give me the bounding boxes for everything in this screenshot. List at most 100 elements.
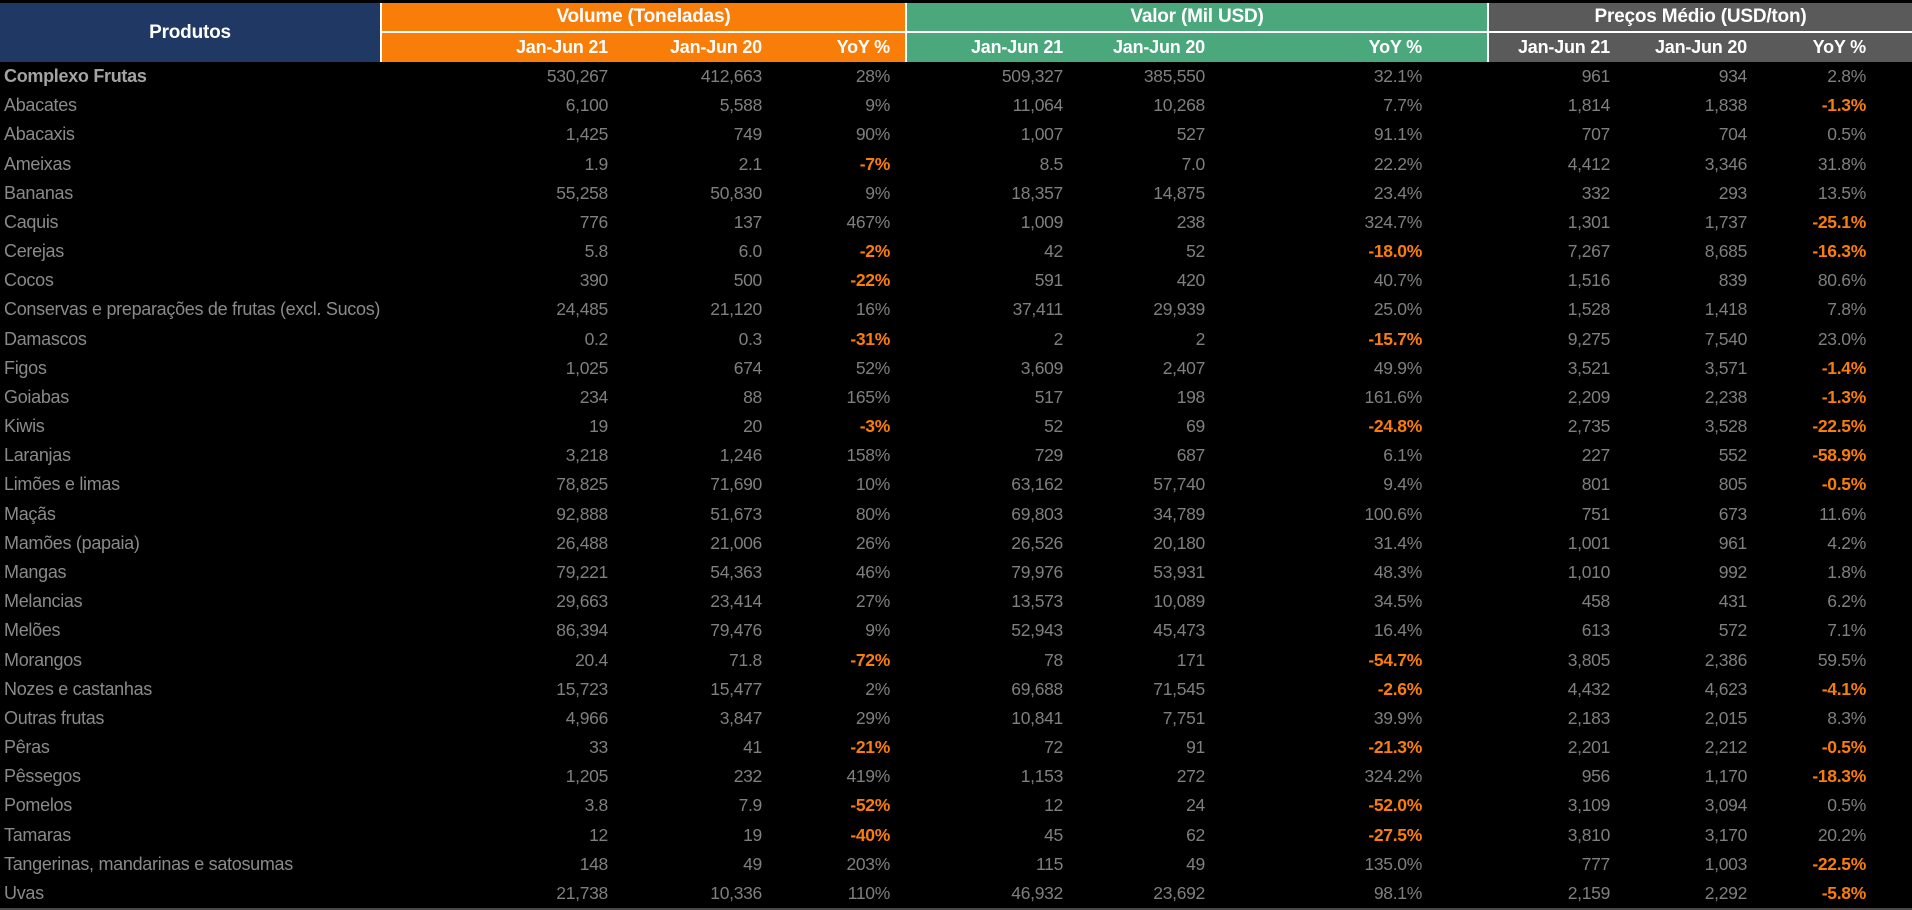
- value-cell: 1,838: [1704, 95, 1748, 116]
- table-row: Melancias 29,663 23,414 27% 13,573 10,089 34.5…: [0, 587, 1912, 616]
- value-cell: 2,212: [1704, 737, 1748, 758]
- precos-subheaders: Jan-Jun 21 Jan-Jun 20 YoY %: [1489, 33, 1912, 62]
- value-cell: 2: [1195, 328, 1206, 349]
- value-cell: 776: [579, 211, 609, 232]
- value-cell: 749: [733, 124, 763, 145]
- table-row: Figos 1,025 674 52% 3,609 2,407 49.9% 3,521 3,57…: [0, 354, 1912, 383]
- value-cell: 98.1%: [1373, 882, 1422, 903]
- value-cell: 4,412: [1567, 153, 1611, 174]
- value-cell: 15,477: [710, 678, 762, 699]
- value-cell: 1,418: [1704, 299, 1748, 320]
- value-cell: 992: [1718, 562, 1748, 582]
- product-cell: Kiwis: [4, 416, 45, 437]
- value-cell: 16.4%: [1373, 620, 1422, 641]
- value-cell: -15.7%: [1368, 328, 1422, 349]
- value-cell: 1,001: [1567, 532, 1611, 553]
- value-cell: 10%: [855, 474, 890, 495]
- value-cell: 31.8%: [1817, 153, 1866, 174]
- value-cell: 2.8%: [1827, 66, 1866, 87]
- value-cell: 158%: [846, 445, 890, 466]
- precos-col-yoy-header: YoY %: [1812, 37, 1867, 57]
- product-cell: Melões: [4, 620, 61, 641]
- value-cell: 1,301: [1567, 211, 1611, 232]
- value-cell: -3%: [859, 416, 891, 437]
- product-cell: Tamaras: [4, 824, 71, 845]
- value-cell: 1,025: [565, 357, 609, 378]
- value-cell: 390: [579, 270, 609, 291]
- product-cell: Mamões (papaia): [4, 532, 140, 553]
- value-cell: 232: [733, 766, 763, 787]
- value-cell: 1,516: [1567, 270, 1611, 291]
- table-row: Abacates 6,100 5,588 9% 11,064 10,268 7.7% 1,81…: [0, 91, 1912, 120]
- value-cell: 71,545: [1153, 678, 1205, 699]
- value-cell: 517: [1034, 386, 1064, 407]
- table-row: Kiwis 19 20 -3% 52 69 -24.8% 2,735 3,528 -22.5%: [0, 412, 1912, 441]
- value-cell: 20: [743, 416, 762, 437]
- value-cell: 3,218: [565, 445, 609, 466]
- value-cell: 8.5: [1039, 153, 1064, 174]
- value-cell: 23.0%: [1817, 328, 1866, 349]
- value-cell: 41: [743, 737, 762, 758]
- value-cell: -25.1%: [1812, 211, 1866, 232]
- value-cell: 2,386: [1704, 649, 1748, 670]
- table-row: Bananas 55,258 50,830 9% 18,357 14,875 23.4% 33…: [0, 179, 1912, 208]
- value-cell: 3,571: [1704, 357, 1748, 378]
- table-row: Tangerinas, mandarinas e satosumas 148 49 2…: [0, 850, 1912, 879]
- value-cell: 29%: [855, 707, 890, 728]
- table-row: Caquis 776 137 467% 1,009 238 324.7% 1,301 1,737…: [0, 208, 1912, 237]
- value-cell: 25.0%: [1373, 299, 1422, 320]
- table-row: Mangas 79,221 54,363 46% 79,976 53,931 48.3% 1,…: [0, 558, 1912, 587]
- value-cell: 34.5%: [1373, 591, 1422, 612]
- value-cell: 2,292: [1704, 882, 1748, 903]
- value-cell: -2.6%: [1377, 678, 1423, 699]
- value-cell: 293: [1718, 182, 1748, 203]
- valor-col-janjun21-header: Jan-Jun 21: [970, 37, 1063, 57]
- product-cell: Uvas: [4, 882, 44, 903]
- value-cell: 3,109: [1567, 795, 1611, 816]
- value-cell: 839: [1718, 270, 1748, 291]
- value-cell: 707: [1581, 124, 1611, 145]
- value-cell: 71.8: [729, 649, 762, 670]
- table-row: Nozes e castanhas 15,723 15,477 2% 69,688 71,…: [0, 675, 1912, 704]
- product-cell: Nozes e castanhas: [4, 678, 152, 699]
- value-cell: 2,201: [1567, 737, 1611, 758]
- value-cell: 4,966: [565, 707, 609, 728]
- value-cell: 777: [1581, 853, 1611, 874]
- product-cell: Figos: [4, 357, 47, 378]
- value-cell: 272: [1176, 766, 1206, 787]
- value-cell: 7,540: [1704, 328, 1748, 349]
- value-cell: 1.8%: [1827, 562, 1866, 582]
- value-cell: 110%: [847, 882, 891, 903]
- value-cell: 37,411: [1012, 299, 1064, 320]
- value-cell: 2,407: [1162, 357, 1206, 378]
- value-cell: -24.8%: [1368, 416, 1422, 437]
- value-cell: 21,006: [710, 532, 762, 553]
- value-cell: 24,485: [556, 299, 608, 320]
- value-cell: -4.1%: [1821, 678, 1867, 699]
- value-cell: 28%: [855, 66, 890, 87]
- value-cell: 54,363: [710, 562, 762, 582]
- value-cell: 137: [733, 211, 763, 232]
- value-cell: 673: [1718, 503, 1748, 524]
- table-row: Ameixas 1.9 2.1 -7% 8.5 7.0 22.2% 4,412 3,346 31.…: [0, 150, 1912, 179]
- value-cell: -22.5%: [1812, 416, 1866, 437]
- value-cell: 10,336: [710, 882, 762, 903]
- table-row: Limões e limas 78,825 71,690 10% 63,162 57,74…: [0, 470, 1912, 499]
- product-cell: Laranjas: [4, 445, 71, 466]
- value-cell: 24: [1186, 795, 1205, 816]
- value-cell: 79,221: [556, 562, 608, 582]
- value-cell: 8,685: [1704, 241, 1748, 262]
- value-cell: 1,153: [1020, 766, 1064, 787]
- value-cell: 14,875: [1153, 182, 1205, 203]
- value-cell: 90%: [855, 124, 890, 145]
- value-cell: 48.3%: [1373, 562, 1422, 582]
- valor-section-header: Valor (Mil USD) Jan-Jun 21 Jan-Jun 20 Yo…: [905, 3, 1487, 62]
- value-cell: 1.9: [584, 153, 609, 174]
- table-row: Goiabas 234 88 165% 517 198 161.6% 2,209 2,238 -1…: [0, 383, 1912, 412]
- value-cell: 613: [1581, 620, 1611, 641]
- value-cell: 10,089: [1153, 591, 1205, 612]
- value-cell: -58.9%: [1812, 445, 1866, 466]
- value-cell: 419%: [846, 766, 890, 787]
- value-cell: 12: [1044, 795, 1063, 816]
